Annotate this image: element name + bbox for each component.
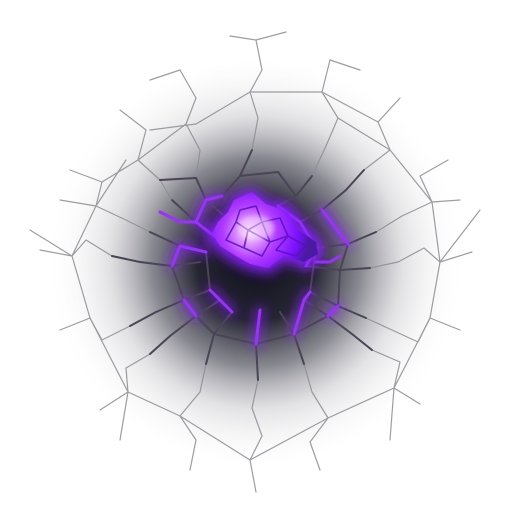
glow-core-highlight	[238, 216, 274, 240]
mid-cracks	[111, 149, 377, 381]
